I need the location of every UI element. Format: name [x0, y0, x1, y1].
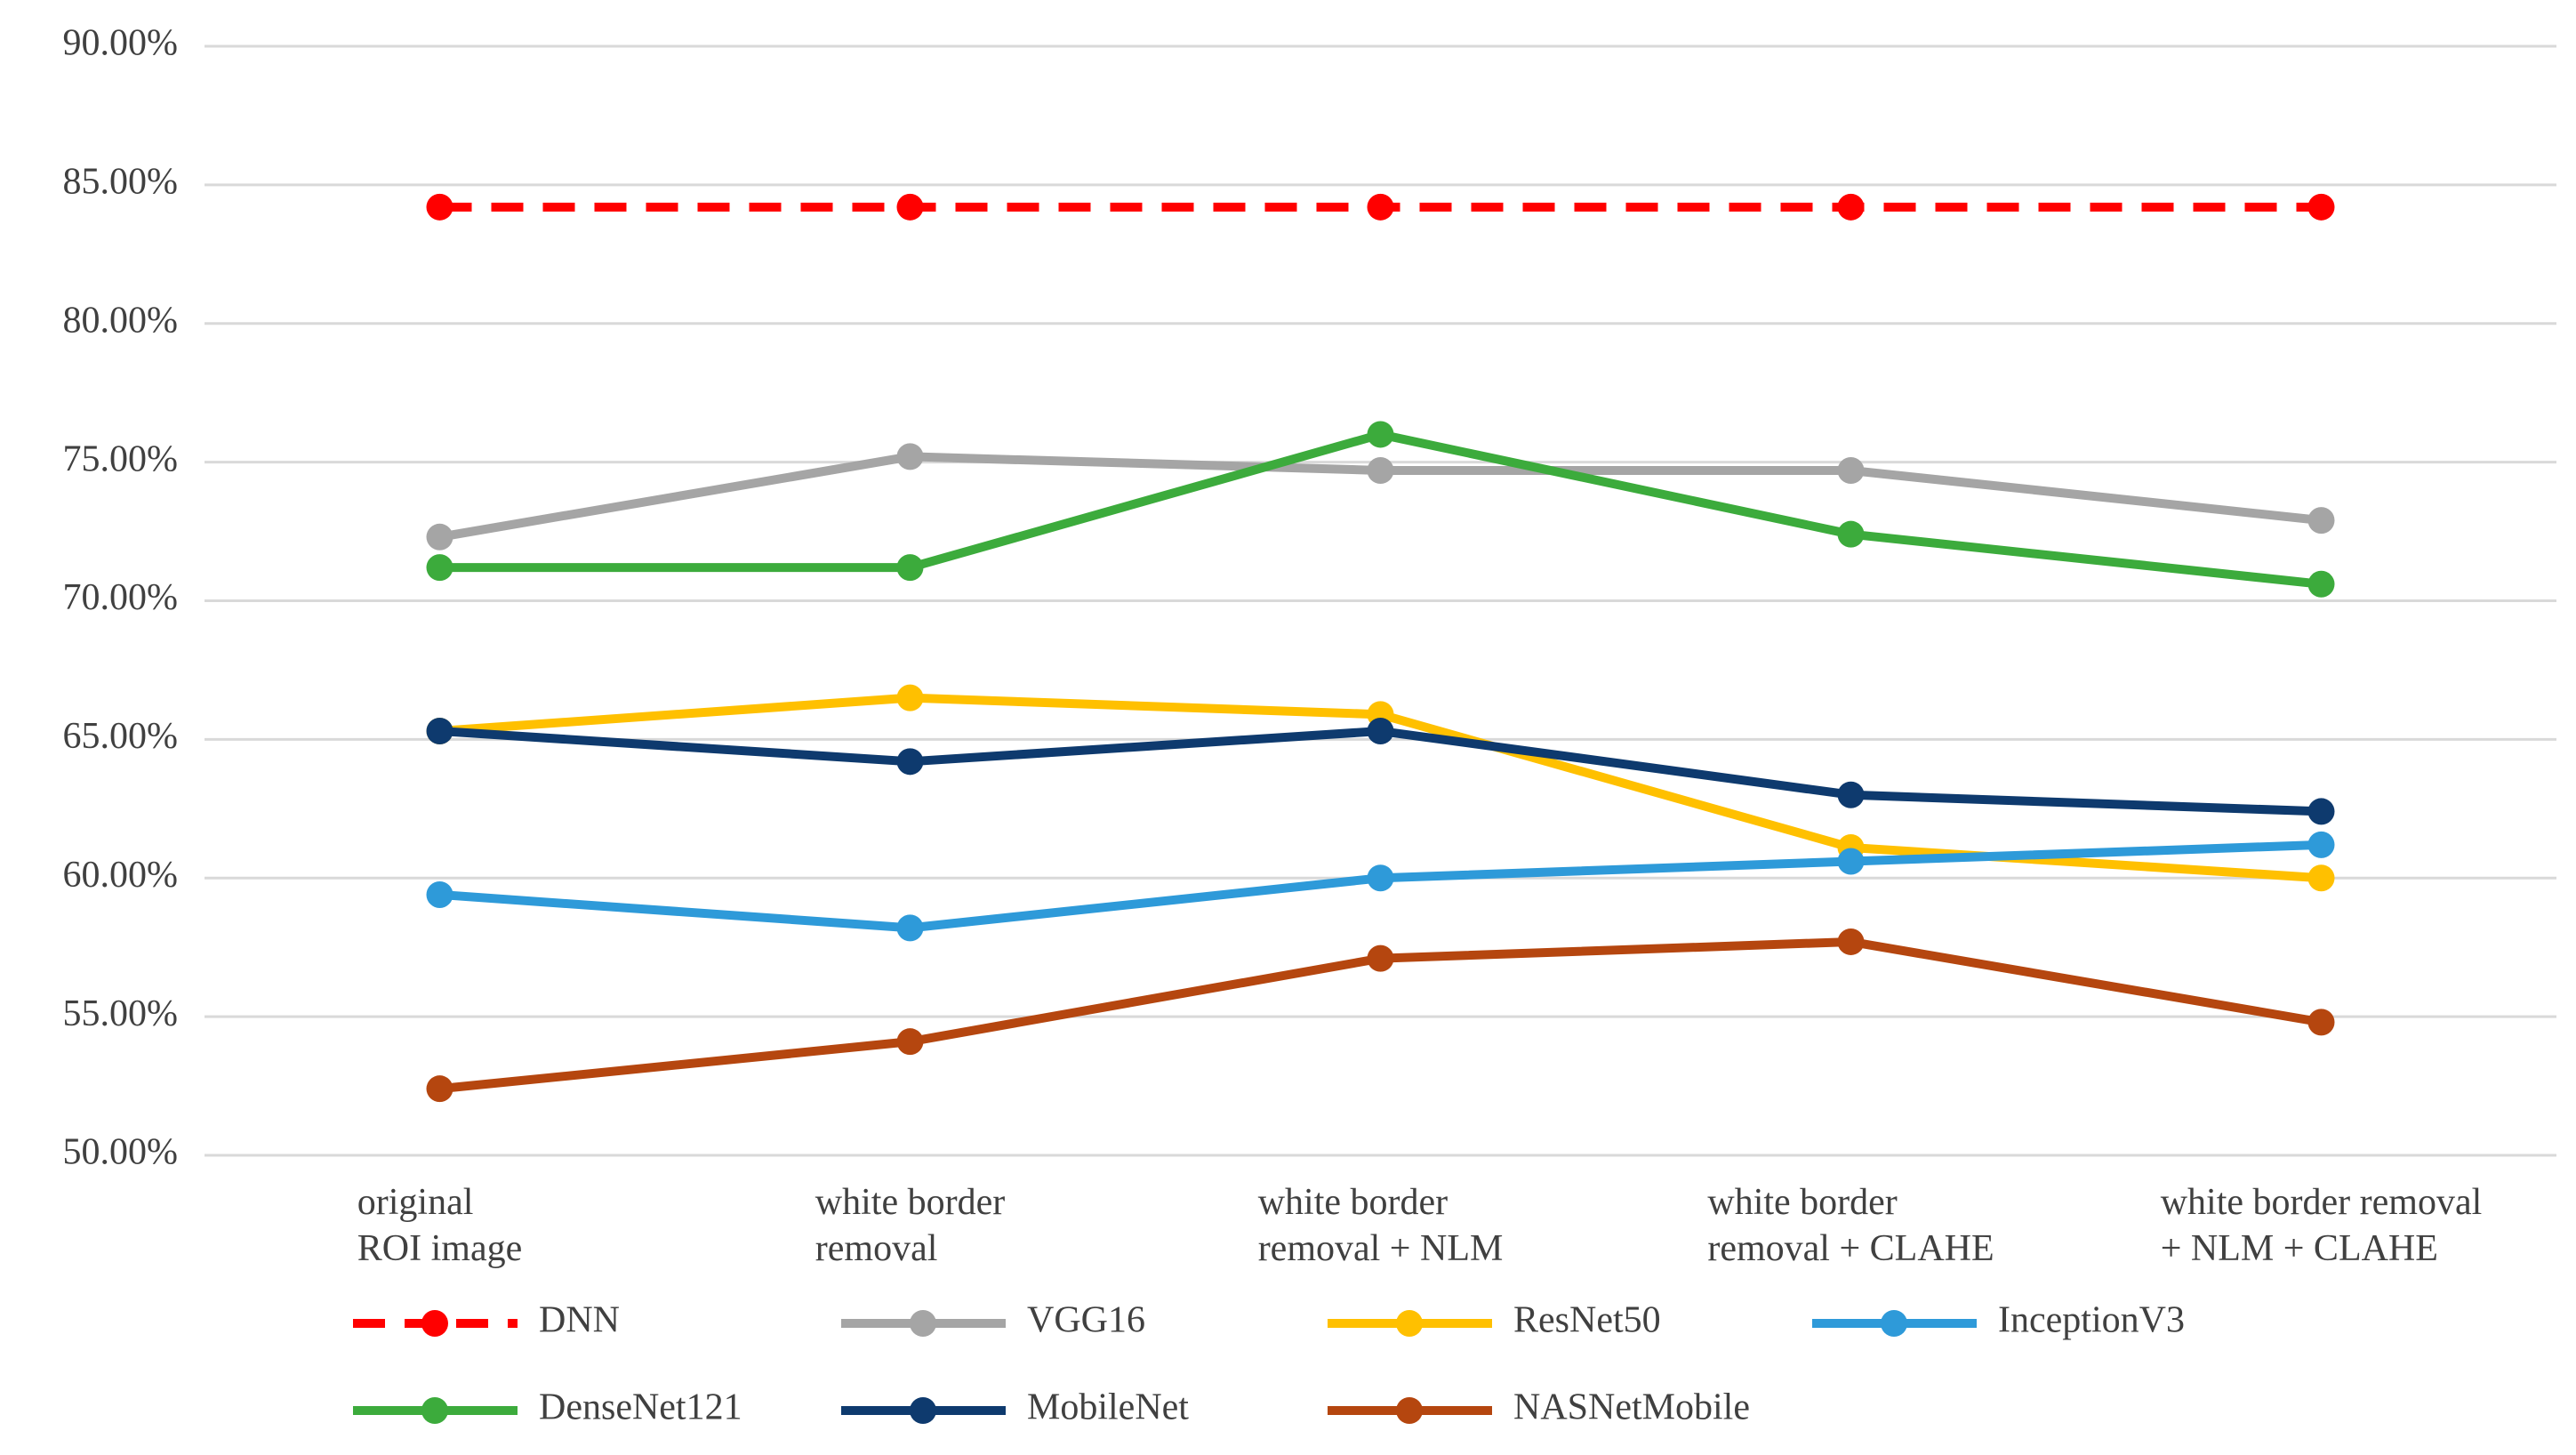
y-tick-label: 70.00% — [63, 577, 179, 618]
data-point — [1367, 718, 1394, 745]
legend-marker — [910, 1397, 936, 1424]
x-tick-label: white border removal + NLM + CLAHE — [2161, 1182, 2483, 1269]
data-point — [1837, 848, 1865, 875]
legend-marker — [1396, 1397, 1423, 1424]
data-point — [2307, 507, 2335, 535]
x-tick-label: white border removal + NLM — [1258, 1182, 1504, 1269]
legend-marker — [421, 1310, 448, 1337]
y-tick-label: 75.00% — [63, 438, 179, 479]
x-tick-label: original ROI image — [357, 1182, 522, 1269]
data-point — [2307, 864, 2335, 892]
legend-marker — [910, 1310, 936, 1337]
data-point — [1367, 456, 1394, 484]
x-tick-label: white border removal + CLAHE — [1707, 1182, 1994, 1269]
data-point — [1367, 421, 1394, 448]
legend-label: ResNet50 — [1513, 1300, 1661, 1341]
data-point — [1837, 456, 1865, 484]
series-line — [439, 430, 2323, 589]
y-tick-label: 90.00% — [63, 23, 179, 64]
data-point — [1367, 193, 1394, 221]
data-point — [1367, 945, 1394, 972]
data-point — [896, 1028, 924, 1056]
legend-marker — [1881, 1310, 1907, 1337]
y-tick-label: 60.00% — [63, 855, 179, 896]
data-point — [2307, 570, 2335, 598]
data-point — [896, 193, 924, 221]
data-point — [1837, 193, 1865, 221]
legend-marker — [1396, 1310, 1423, 1337]
y-tick-label: 50.00% — [63, 1132, 179, 1173]
data-point — [1837, 928, 1865, 955]
data-point — [426, 880, 453, 908]
data-point — [2307, 193, 2335, 221]
data-point — [896, 914, 924, 942]
y-tick-label: 80.00% — [63, 300, 179, 341]
y-tick-label: 55.00% — [63, 993, 179, 1034]
legend-label: DNN — [539, 1300, 620, 1341]
data-point — [426, 554, 453, 582]
data-point — [1837, 781, 1865, 808]
data-point — [896, 443, 924, 470]
y-tick-label: 85.00% — [63, 162, 179, 203]
data-point — [2307, 1009, 2335, 1036]
data-point — [426, 1075, 453, 1103]
x-tick-label: white border removal — [815, 1182, 1005, 1269]
data-point — [2307, 798, 2335, 825]
data-point — [896, 748, 924, 776]
data-point — [426, 523, 453, 551]
data-point — [426, 193, 453, 221]
data-point — [2307, 831, 2335, 858]
y-tick-label: 65.00% — [63, 716, 179, 757]
data-point — [896, 684, 924, 711]
legend-label: MobileNet — [1027, 1387, 1189, 1428]
legend-label: DenseNet121 — [539, 1387, 742, 1428]
legend-marker — [421, 1397, 448, 1424]
data-point — [896, 554, 924, 582]
legend-label: InceptionV3 — [1998, 1300, 2185, 1341]
data-point — [1837, 520, 1865, 548]
legend-label: NASNetMobile — [1513, 1387, 1750, 1428]
legend-label: VGG16 — [1027, 1300, 1145, 1341]
data-point — [1367, 864, 1394, 892]
data-point — [426, 718, 453, 745]
